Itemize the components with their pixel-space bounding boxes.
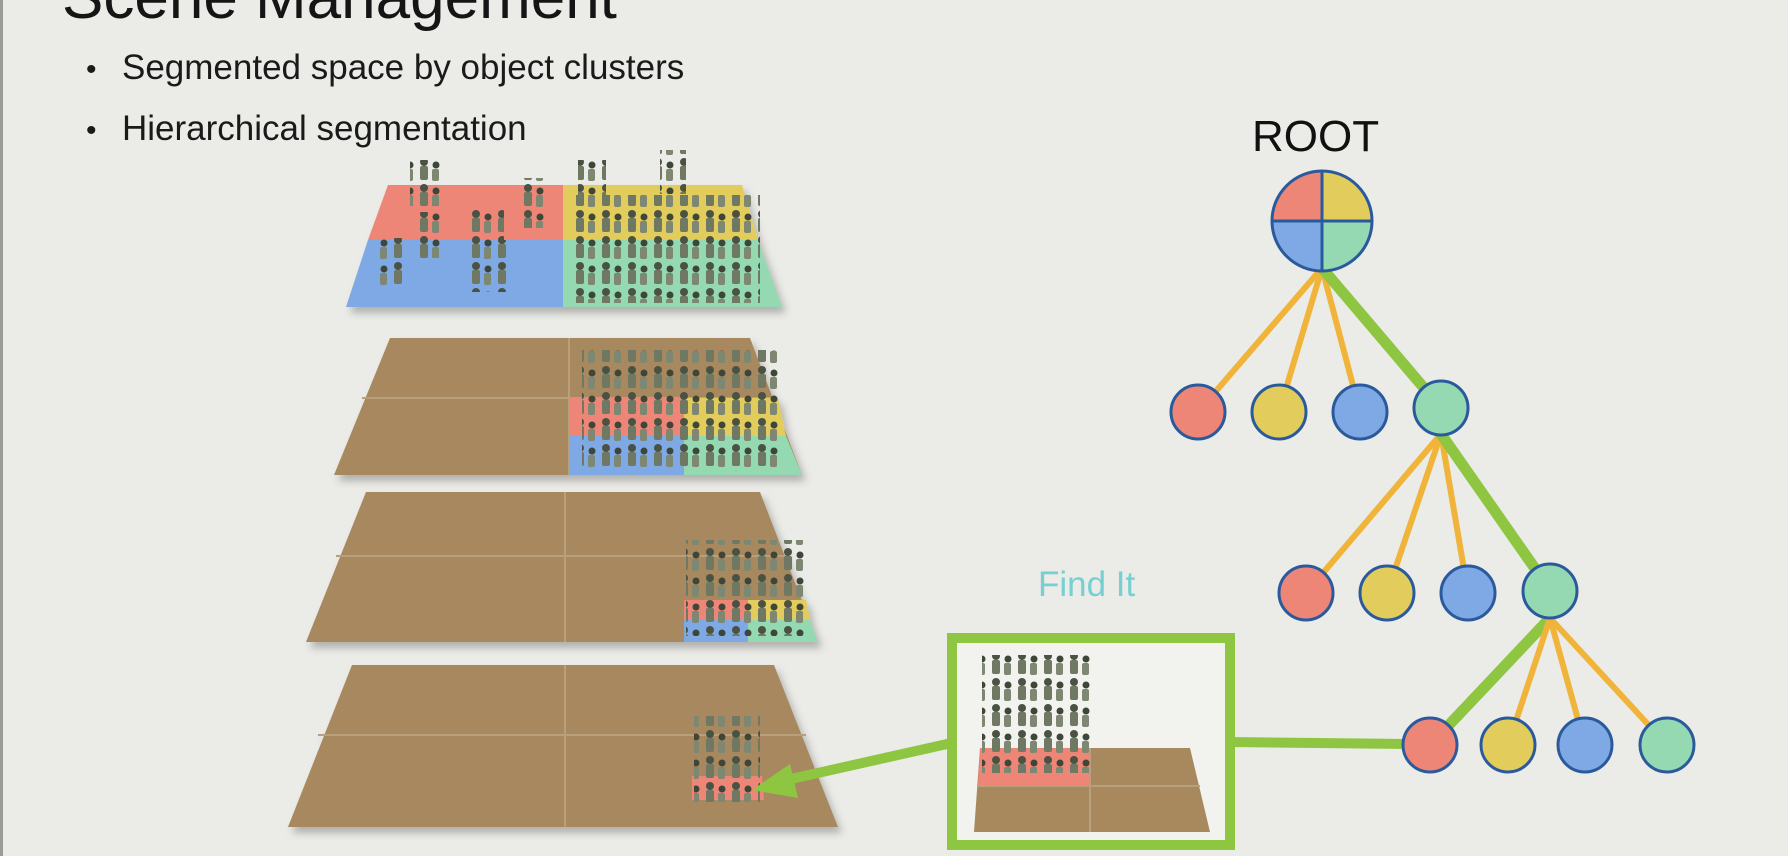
tree-node-l1-green [1412, 379, 1470, 437]
tree-node-l2-green [1521, 562, 1579, 620]
tree-node-l3-green [1638, 716, 1696, 774]
tree-node-l3-red [1401, 716, 1459, 774]
find-it-label: Find It [1038, 565, 1136, 604]
tree-root-label: ROOT [1252, 112, 1380, 161]
find-it-callout [947, 633, 1405, 850]
layer-1-soldiers [376, 150, 760, 303]
tree-node-l2-red [1277, 564, 1335, 622]
tree-node-l3-blue [1556, 716, 1614, 774]
tree-level-2 [1277, 562, 1579, 622]
layer-4-soldiers [694, 716, 760, 802]
callout-soldiers [982, 655, 1090, 773]
layer-3-soldiers [686, 540, 804, 636]
bullet-item-2: • Hierarchical segmentation [86, 107, 684, 168]
bullet-item-1: • Segmented space by object clusters [86, 46, 684, 107]
tree-level-3 [1401, 716, 1696, 774]
tree-node-l2-blue [1439, 564, 1497, 622]
find-arrow [752, 737, 961, 798]
bullet-text-1: Segmented space by object clusters [122, 48, 685, 87]
tree-node-l3-yellow [1479, 716, 1537, 774]
tree-node-l1-blue [1331, 383, 1389, 441]
tree-edges [1195, 262, 1670, 751]
bullet-text-2: Hierarchical segmentation [122, 109, 527, 148]
tree-node-l1-red [1169, 383, 1227, 441]
tree-level-1 [1169, 379, 1470, 441]
tree-node-l2-yellow [1358, 564, 1416, 622]
bullet-dot-icon: • [86, 114, 97, 147]
bullet-dot-icon: • [86, 53, 97, 86]
layer-2-soldiers [582, 350, 782, 468]
slide-title: Scene Management [62, 0, 617, 29]
tree-root-node [1270, 169, 1374, 273]
bullet-list: • Segmented space by object clusters • Hie… [86, 46, 684, 168]
slide-left-edge [0, 0, 3, 856]
tree-node-l1-yellow [1250, 383, 1308, 441]
